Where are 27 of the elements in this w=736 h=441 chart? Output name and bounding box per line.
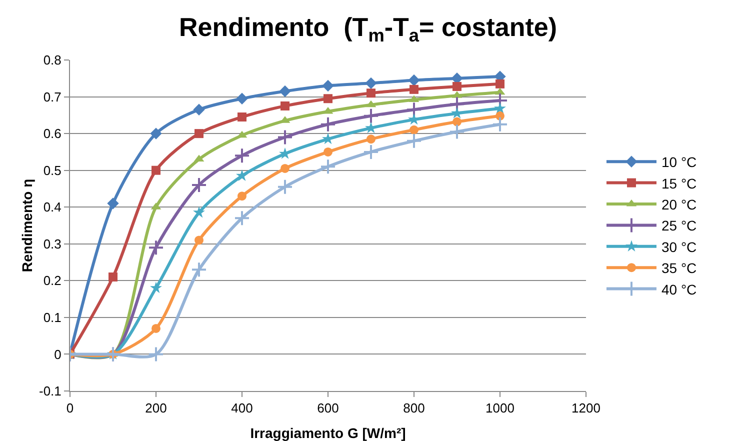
y-tick-label: 0.7 bbox=[43, 89, 62, 104]
y-tick-label: -0.1 bbox=[38, 384, 62, 399]
x-tick-label: 1200 bbox=[572, 400, 600, 416]
y-tick-label: 0.4 bbox=[43, 200, 62, 215]
x-tick-label: 800 bbox=[403, 400, 425, 416]
y-tick-label: 0.5 bbox=[43, 162, 62, 178]
chart-title: Rendimento (T$_{m}$-T$_{a}$= costante) bbox=[178, 12, 558, 46]
x-tick-label: 0 bbox=[66, 400, 74, 416]
y-tick-label: 0 bbox=[54, 346, 62, 362]
x-tick-label: 200 bbox=[145, 400, 167, 416]
y-tick-label: 0.8 bbox=[43, 52, 62, 68]
legend-label: 20 °C bbox=[661, 196, 697, 212]
y-tick-label: 0.3 bbox=[43, 236, 62, 252]
y-tick-label: 0.1 bbox=[43, 310, 62, 325]
legend-label: 35 °C bbox=[661, 260, 697, 276]
legend-label: 40 °C bbox=[661, 281, 697, 298]
legend-label: 30 °C bbox=[661, 238, 697, 255]
x-tick-label: 400 bbox=[231, 400, 253, 416]
y-axis-title: Rendimento η bbox=[19, 178, 35, 272]
x-tick-label: 600 bbox=[317, 400, 339, 416]
legend-label: 10 °C bbox=[661, 154, 697, 170]
y-tick-label: 0.6 bbox=[43, 126, 62, 142]
y-tick-label: 0.2 bbox=[43, 273, 62, 288]
legend-label: 15 °C bbox=[661, 175, 697, 192]
legend-label: 25 °C bbox=[661, 218, 697, 234]
x-tick-label: 1000 bbox=[486, 400, 514, 416]
x-axis-title: Irraggiamento G [W/m²] bbox=[250, 425, 406, 441]
